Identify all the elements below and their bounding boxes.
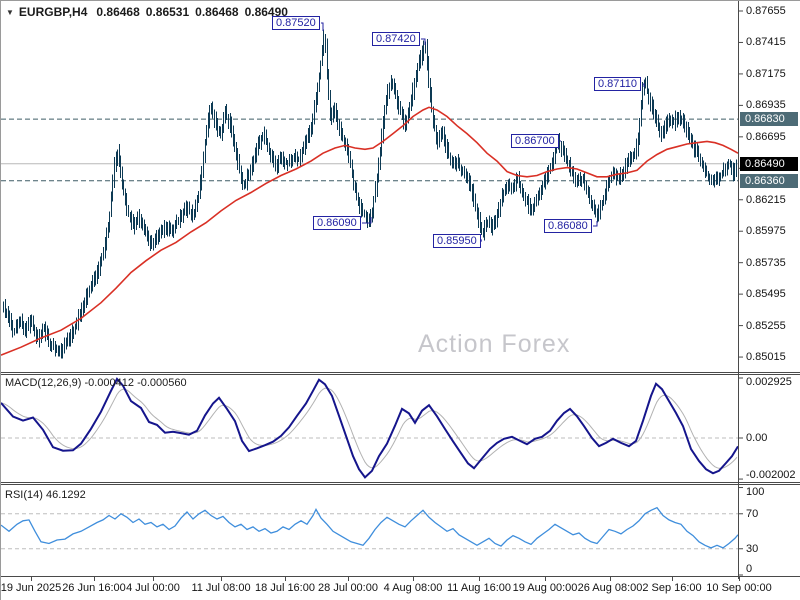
ohlc-low: 0.86468 <box>195 5 239 19</box>
ohlc-open: 0.86468 <box>96 5 140 19</box>
ohlc-close: 0.86490 <box>244 5 288 19</box>
ohlc-high: 0.86531 <box>145 5 190 19</box>
symbol-period-label: EURGBP,H4 <box>18 5 88 19</box>
macd-indicator-label: MACD(12,26,9) -0.000412 -0.000560 <box>5 377 187 389</box>
collapse-triangle-icon[interactable]: ▼ <box>6 7 14 17</box>
watermark: Action Forex <box>418 330 571 358</box>
rsi-indicator-label: RSI(14) 46.1292 <box>5 489 86 501</box>
symbol-header: ▼ EURGBP,H4 0.86468 0.86531 0.86468 0.86… <box>6 5 294 19</box>
